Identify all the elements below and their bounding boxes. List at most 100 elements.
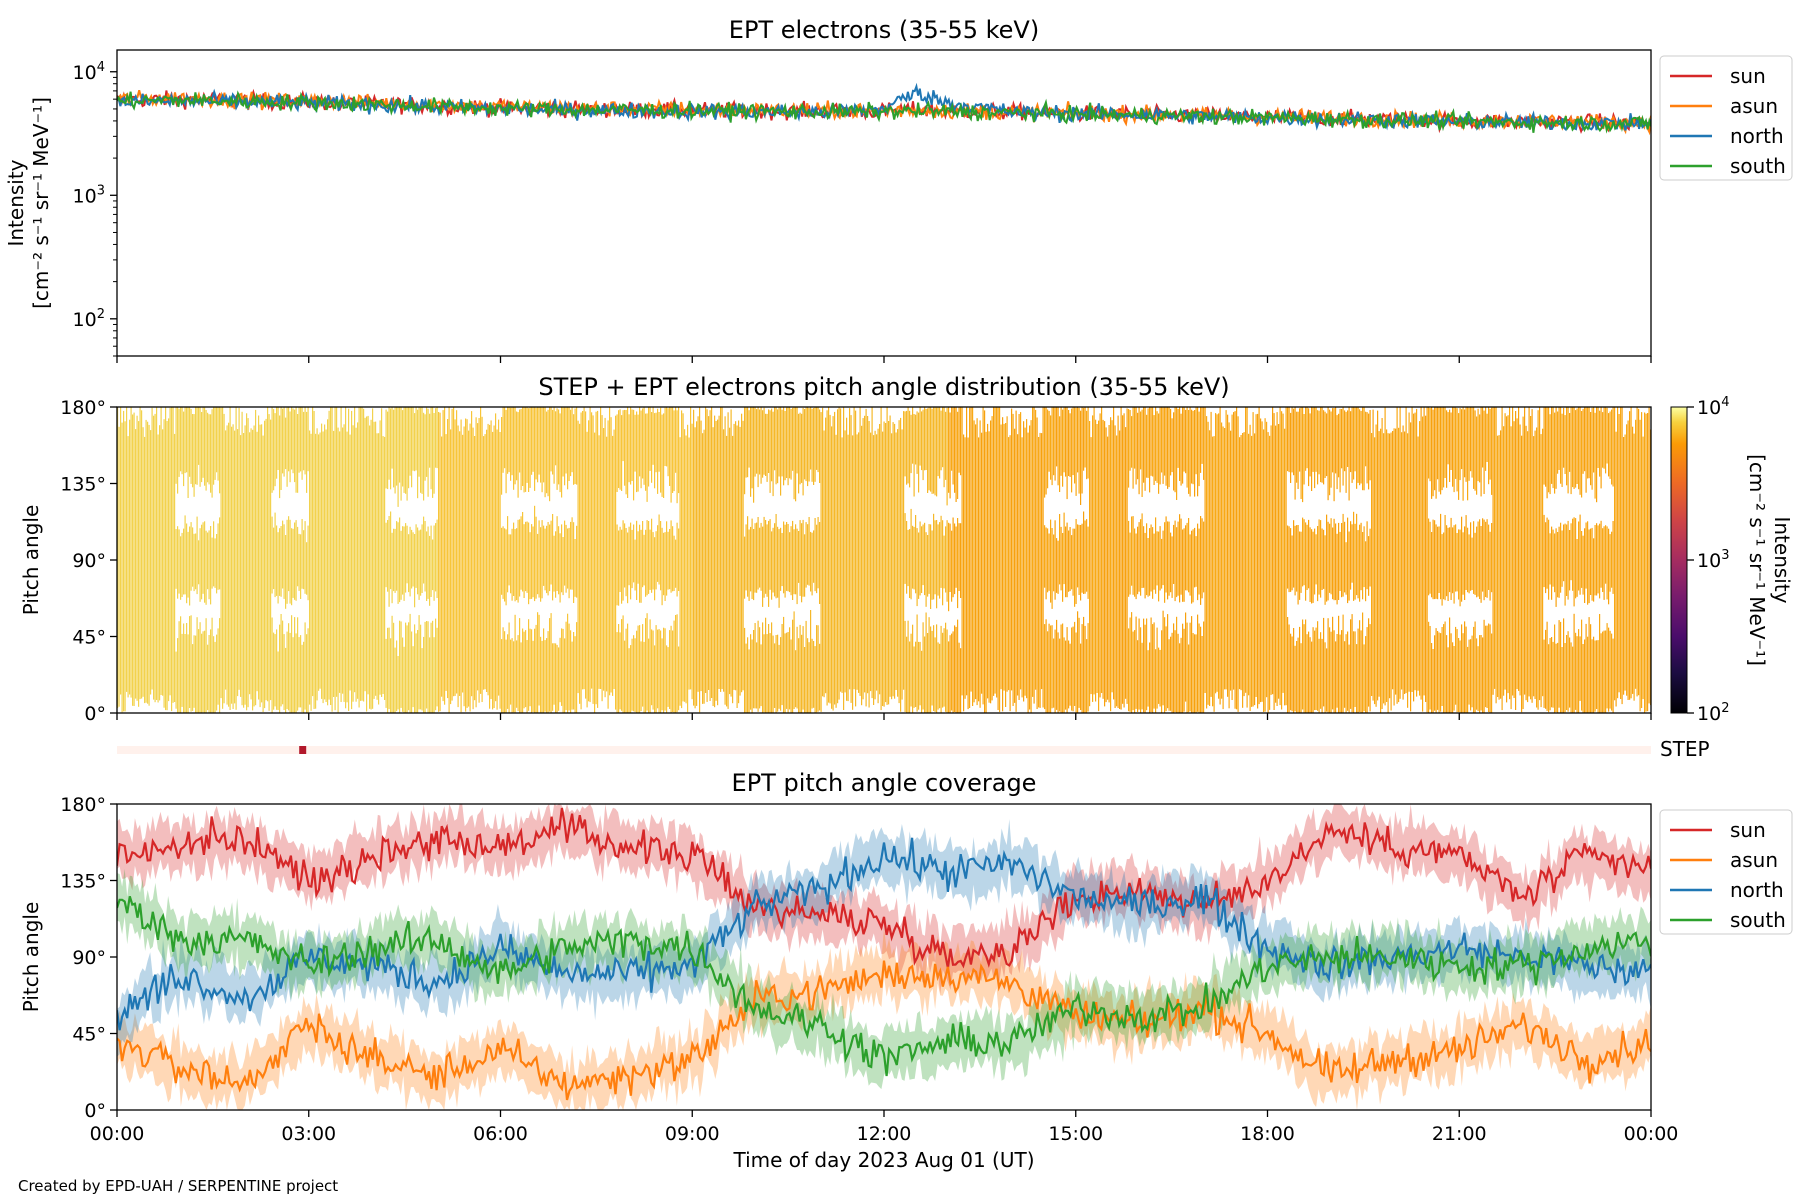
heatmap-cell bbox=[760, 644, 762, 707]
heatmap-cell bbox=[1107, 436, 1109, 700]
heatmap-cell bbox=[1351, 614, 1353, 713]
heatmap-cell bbox=[1303, 624, 1305, 713]
heatmap-cell bbox=[877, 428, 879, 704]
heatmap-cell bbox=[789, 532, 791, 593]
heatmap-cell bbox=[907, 620, 909, 713]
heatmap-cell bbox=[916, 411, 918, 474]
heatmap-cell bbox=[1645, 413, 1647, 712]
heatmap-cell bbox=[1155, 517, 1157, 594]
heatmap-cell bbox=[570, 630, 572, 713]
heatmap-cell bbox=[652, 532, 654, 590]
panel4-ylabel: Pitch angle bbox=[19, 902, 43, 1013]
heatmap-cell bbox=[1300, 407, 1302, 499]
heatmap-cell bbox=[1279, 407, 1281, 706]
heatmap-cell bbox=[1176, 616, 1178, 713]
heatmap-cell bbox=[406, 625, 408, 713]
heatmap-cell bbox=[1429, 626, 1431, 710]
heatmap-cell bbox=[906, 521, 908, 594]
heatmap-cell bbox=[124, 421, 126, 712]
heatmap-cell bbox=[376, 433, 378, 700]
heatmap-cell bbox=[1605, 407, 1607, 474]
heatmap-cell bbox=[787, 632, 789, 713]
heatmap-cell bbox=[540, 636, 542, 713]
heatmap-cell bbox=[975, 424, 977, 700]
heatmap-cell bbox=[1074, 528, 1076, 607]
heatmap-cell bbox=[1609, 630, 1611, 709]
heatmap-cell bbox=[1146, 414, 1148, 478]
heatmap-cell bbox=[271, 516, 273, 594]
heatmap-cell bbox=[804, 647, 806, 713]
heatmap-cell bbox=[861, 425, 863, 706]
heatmap-cell bbox=[1566, 524, 1568, 596]
heatmap-cell bbox=[628, 414, 630, 483]
heatmap-cell bbox=[1060, 624, 1062, 713]
heatmap-cell bbox=[1299, 531, 1301, 600]
heatmap-cell bbox=[1069, 527, 1071, 591]
heatmap-cell bbox=[639, 625, 641, 713]
heatmap-cell bbox=[174, 433, 176, 702]
heatmap-cell bbox=[1191, 616, 1193, 713]
heatmap-cell bbox=[691, 423, 693, 700]
heatmap-cell bbox=[1198, 528, 1200, 595]
heatmap-cell bbox=[1197, 614, 1199, 712]
heatmap-cell bbox=[1005, 423, 1007, 707]
heatmap-cell bbox=[1020, 412, 1022, 690]
heatmap-cell bbox=[1462, 532, 1464, 595]
heatmap-cell bbox=[907, 529, 909, 587]
heatmap-cell bbox=[1192, 633, 1194, 713]
heatmap-cell bbox=[678, 528, 680, 591]
heatmap-cell bbox=[940, 410, 942, 471]
heatmap-cell bbox=[1422, 416, 1424, 712]
heatmap-cell bbox=[1075, 632, 1077, 713]
heatmap-cell bbox=[624, 409, 626, 486]
heatmap-cell bbox=[1131, 612, 1133, 713]
panel2-title: STEP + EPT electrons pitch angle distrib… bbox=[538, 373, 1229, 401]
heatmap-cell bbox=[1294, 525, 1296, 596]
heatmap-cell bbox=[1200, 516, 1202, 605]
series-line-south bbox=[117, 90, 1651, 134]
heatmap-cell bbox=[778, 644, 780, 709]
heatmap-cell bbox=[1173, 623, 1175, 713]
heatmap-cell bbox=[676, 410, 678, 504]
heatmap-cell bbox=[448, 407, 450, 713]
heatmap-cell bbox=[1536, 427, 1538, 708]
heatmap-cell bbox=[547, 409, 549, 497]
heatmap-cell bbox=[280, 614, 282, 707]
heatmap-cell bbox=[679, 437, 681, 706]
heatmap-cell bbox=[1626, 424, 1628, 696]
heatmap-cell bbox=[789, 407, 791, 479]
heatmap-cell bbox=[1587, 407, 1589, 479]
heatmap-cell bbox=[1158, 647, 1160, 704]
heatmap-cell bbox=[1281, 411, 1283, 710]
y-tick-label: 180° bbox=[60, 794, 106, 816]
heatmap-cell bbox=[1438, 407, 1440, 492]
heatmap-cell bbox=[1339, 531, 1341, 591]
heatmap-cell bbox=[711, 407, 713, 698]
heatmap-cell bbox=[793, 529, 795, 595]
heatmap-cell bbox=[1195, 407, 1197, 475]
y-tick-label: 45° bbox=[72, 1024, 106, 1046]
heatmap-cell bbox=[1071, 627, 1073, 711]
heatmap-cell bbox=[1129, 410, 1131, 471]
heatmap-cell bbox=[1306, 524, 1308, 590]
heatmap-cell bbox=[813, 408, 815, 485]
heatmap-cell bbox=[987, 423, 989, 699]
heatmap-cell bbox=[546, 638, 548, 713]
heatmap-cell bbox=[1153, 533, 1155, 590]
heatmap-cell bbox=[538, 614, 540, 706]
heatmap-cell bbox=[258, 415, 260, 700]
heatmap-cell bbox=[1374, 437, 1376, 705]
heatmap-cell bbox=[451, 408, 453, 701]
heatmap-cell bbox=[1527, 431, 1529, 703]
heatmap-cell bbox=[696, 421, 698, 706]
heatmap-cell bbox=[1461, 624, 1463, 713]
heatmap-cell bbox=[1587, 636, 1589, 713]
heatmap-cell bbox=[534, 407, 536, 491]
heatmap-cell bbox=[1203, 407, 1205, 480]
heatmap-cell bbox=[390, 408, 392, 490]
heatmap-cell bbox=[1354, 523, 1356, 600]
heatmap-cell bbox=[1368, 536, 1370, 596]
heatmap-cell bbox=[1317, 410, 1319, 485]
heatmap-cell bbox=[1075, 407, 1077, 496]
heatmap-cell bbox=[1305, 407, 1307, 471]
